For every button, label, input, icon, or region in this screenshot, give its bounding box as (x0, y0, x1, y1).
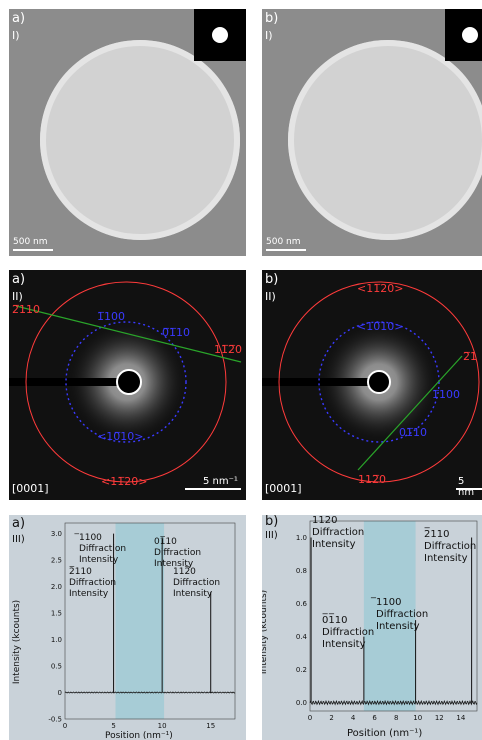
inset-diffraction-aperture (194, 9, 246, 61)
baseline-series (64, 691, 236, 694)
scale-bar (456, 488, 482, 490)
zone-label: <11̅20> (357, 282, 404, 295)
annotation: ̅1100 Diffraction Intensity (79, 533, 127, 565)
zone-axis: [0001] (12, 482, 49, 495)
y-tick-label: 1.5 (51, 610, 62, 618)
reflection-label: 1̅100 (97, 310, 125, 323)
zone-axis: [0001] (265, 482, 302, 495)
y-tick-label: 0.6 (296, 600, 308, 608)
reflection-label: 112̅0 (358, 473, 386, 486)
plot-frame (64, 522, 236, 720)
scale-bar (266, 249, 306, 251)
panel-tag: a) (12, 11, 26, 26)
zone-label: <10̅10> (97, 430, 144, 443)
x-tick-label: 0 (63, 722, 67, 730)
particle-disk (40, 40, 240, 240)
y-axis-label: Intensity (kcounts) (12, 599, 23, 685)
profile-svg-a: 0 5 10 15-0.500.51.01.52.02.53.0 (48, 522, 236, 730)
annotation: 0̅1̅10 Diffraction Intensity (322, 615, 375, 650)
annotation: 2̅110 Diffraction Intensity (69, 567, 117, 599)
x-tick-label: 8 (394, 714, 398, 722)
panel-sub: I) (265, 29, 273, 42)
scale-bar-label: 5 nm⁻¹ (203, 476, 238, 487)
y-tick-label: 2.5 (51, 557, 62, 565)
reflection-label: 2̅1 (463, 350, 477, 363)
shaded-region (115, 523, 165, 719)
panel-tag: a) (12, 272, 26, 287)
diffraction-svg (262, 281, 480, 483)
y-tick-label: 0.2 (296, 666, 307, 674)
x-tick-label: 12 (435, 714, 444, 722)
y-tick-label: 0.8 (296, 567, 307, 575)
profile-svg-b: 0 2 4 6 8 10 12 14 0.0 0.2 0.4 0.6 0.8 1.0 (296, 520, 478, 722)
y-tick-label: 0.5 (51, 663, 62, 671)
diffraction-pattern-a: a) II) 2̅110 1̅100 0̅1̅10 11̅2̅0 <10̅10>… (9, 270, 246, 500)
reflection-label: 0̅1̅10 (162, 326, 190, 339)
zone-label: <10̅10> (357, 320, 404, 333)
scale-bar-label: 5 nm (458, 476, 475, 498)
x-tick-label: 5 (111, 722, 115, 730)
particle-disk (288, 40, 482, 240)
annotation: 112̅0 Diffraction Intensity (312, 515, 365, 550)
panel-sub: I) (12, 29, 20, 42)
y-tick-label: 1.0 (51, 636, 62, 644)
panel-tag: a) (12, 516, 26, 531)
diffraction-svg (9, 281, 242, 483)
y-tick-label: 0 (58, 689, 62, 697)
scale-bar (13, 249, 53, 251)
plot-frame (309, 520, 478, 712)
intensity-profile-a: 0 5 10 15 -0.5 0 0.5 1.0 1.5 2.0 2.5 3.0 a) III) ̅1… (9, 515, 246, 740)
y-axis-label: Intensity (kcounts) (262, 589, 270, 675)
reflection-label: 01̅10 (399, 426, 427, 439)
x-axis-label: Position (nm⁻¹) (347, 728, 423, 739)
panel-sub: III) (12, 534, 25, 545)
x-tick-label: 2 (329, 714, 333, 722)
x-tick-label: 4 (351, 714, 356, 722)
intensity-profile-b: 0 2 4 6 8 10 12 14 0.0 0.2 0.4 0.6 0.8 1.0 b) III) 11… (262, 515, 482, 740)
reflection-label: 11̅2̅0 (214, 343, 242, 356)
panel-sub: III) (265, 530, 278, 541)
y-tick-label: -0.5 (48, 716, 62, 724)
x-tick-label: 10 (413, 714, 422, 722)
scale-bar-label: 500 nm (266, 237, 301, 247)
y-tick-label: 2.0 (51, 583, 62, 591)
reflection-label: 1̅100 (432, 388, 460, 401)
x-axis-label: Position (nm⁻¹) (105, 731, 173, 740)
y-tick-label: 3.0 (51, 530, 62, 538)
y-tick-label: 0.4 (296, 633, 308, 641)
x-tick-label: 0 (308, 714, 312, 722)
zone-label: <11̅20> (101, 475, 148, 488)
y-tick-label: 0.0 (296, 699, 307, 707)
y-tick-label: 1.0 (296, 534, 307, 542)
x-tick-label: 6 (372, 714, 377, 722)
shaded-region (363, 521, 416, 711)
x-tick-label: 14 (456, 714, 465, 722)
tem-image-a: a) I) 500 nm (9, 9, 246, 256)
annotation: 112̅0 Diffraction Intensity (173, 567, 221, 599)
panel-tag: b) (265, 11, 279, 26)
annotation: ̅1100 Diffraction Intensity (376, 597, 429, 632)
panel-tag: b) (265, 515, 279, 529)
panel-tag: b) (265, 272, 279, 287)
x-tick-label: 10 (158, 722, 167, 730)
scale-bar (185, 488, 241, 490)
panel-sub: II) (265, 290, 276, 303)
reflection-label: 2̅110 (12, 303, 40, 316)
diffraction-pattern-b: b) II) <11̅20> <10̅10> 2̅1 1̅100 01̅10 1… (262, 270, 482, 500)
annotation: 01̅10 Diffraction Intensity (154, 537, 202, 569)
inset-diffraction-aperture (445, 9, 482, 61)
baseline-series (309, 699, 478, 706)
panel-sub: II) (12, 290, 23, 303)
x-tick-label: 15 (206, 722, 215, 730)
scale-bar-label: 500 nm (13, 237, 48, 247)
annotation: 2̅110 Diffraction Intensity (424, 529, 477, 564)
tem-image-b: b) I) 500 nm (262, 9, 482, 256)
